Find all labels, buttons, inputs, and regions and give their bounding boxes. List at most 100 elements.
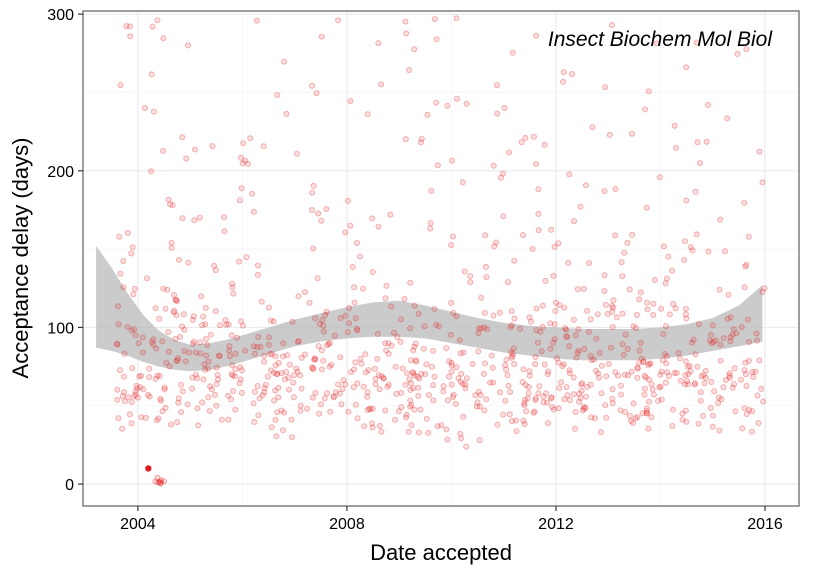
data-point	[392, 363, 399, 370]
data-point	[584, 307, 591, 314]
data-point	[275, 394, 282, 401]
data-point	[507, 388, 514, 395]
data-point	[309, 189, 316, 196]
data-point	[168, 244, 175, 251]
data-point	[131, 393, 138, 400]
data-point	[369, 268, 376, 275]
data-point	[619, 341, 626, 348]
data-point	[317, 401, 324, 408]
data-point	[275, 359, 282, 366]
data-point	[665, 372, 672, 379]
data-point	[694, 139, 701, 146]
data-point	[489, 364, 496, 371]
data-point	[342, 312, 349, 319]
data-point	[727, 314, 734, 321]
data-point	[434, 162, 441, 169]
data-point	[609, 323, 616, 330]
data-point	[127, 23, 134, 30]
data-point	[254, 382, 261, 389]
data-point	[197, 350, 204, 357]
data-point	[174, 355, 181, 362]
data-point	[749, 408, 756, 415]
data-point	[593, 367, 600, 374]
data-point	[487, 379, 494, 386]
data-point	[265, 304, 272, 311]
data-point	[577, 203, 584, 210]
data-point	[548, 395, 555, 402]
data-point	[694, 363, 701, 370]
data-point	[430, 382, 437, 389]
data-point	[683, 197, 690, 204]
data-point	[504, 279, 511, 286]
data-point	[651, 276, 658, 283]
data-point	[497, 174, 504, 181]
data-point	[154, 474, 161, 481]
data-point	[656, 174, 663, 181]
data-point	[397, 316, 404, 323]
data-point	[743, 410, 750, 417]
data-point	[262, 381, 269, 388]
data-point	[658, 396, 665, 403]
data-point	[732, 408, 739, 415]
data-point	[430, 397, 437, 404]
data-point	[702, 367, 709, 374]
data-point	[412, 340, 419, 347]
data-point	[139, 349, 146, 356]
data-point	[696, 321, 703, 328]
data-point	[634, 374, 641, 381]
data-point	[369, 215, 376, 222]
data-point	[663, 323, 670, 330]
data-point	[693, 39, 700, 46]
data-point	[128, 327, 135, 334]
data-point	[665, 253, 672, 260]
data-point	[309, 364, 316, 371]
data-point	[374, 355, 381, 362]
data-point	[309, 394, 316, 401]
data-point	[634, 414, 641, 421]
data-point	[275, 384, 282, 391]
data-point	[159, 338, 166, 345]
data-point	[346, 320, 353, 327]
data-point	[351, 299, 358, 306]
data-point	[682, 358, 689, 365]
data-point	[278, 407, 285, 414]
data-point	[288, 416, 295, 423]
data-point	[378, 373, 385, 380]
data-point	[572, 408, 579, 415]
data-point	[207, 383, 214, 390]
data-point	[132, 332, 139, 339]
data-point	[304, 405, 311, 412]
data-point	[613, 314, 620, 321]
data-point	[708, 340, 715, 347]
data-point	[520, 366, 527, 373]
data-point	[672, 305, 679, 312]
data-point	[574, 286, 581, 293]
data-point	[570, 316, 577, 323]
data-point	[311, 356, 318, 363]
data-point	[656, 384, 663, 391]
data-point	[375, 223, 382, 230]
data-point	[553, 355, 560, 362]
data-point	[283, 110, 290, 117]
data-point	[535, 339, 542, 346]
data-point	[132, 391, 139, 398]
data-point	[179, 388, 186, 395]
data-point	[608, 344, 615, 351]
data-point	[367, 406, 374, 413]
data-point	[597, 429, 604, 436]
data-point	[644, 306, 651, 313]
data-point	[703, 138, 710, 145]
data-point	[274, 370, 281, 377]
data-point	[382, 340, 389, 347]
data-point	[411, 372, 418, 379]
data-point	[493, 82, 500, 89]
data-point	[634, 365, 641, 372]
data-point	[500, 411, 507, 418]
data-point	[206, 407, 213, 414]
data-point	[337, 354, 344, 361]
data-point	[508, 308, 515, 315]
data-point	[232, 406, 239, 413]
x-tick-label: 2016	[747, 516, 783, 533]
data-point	[467, 279, 474, 286]
data-point	[622, 331, 629, 338]
